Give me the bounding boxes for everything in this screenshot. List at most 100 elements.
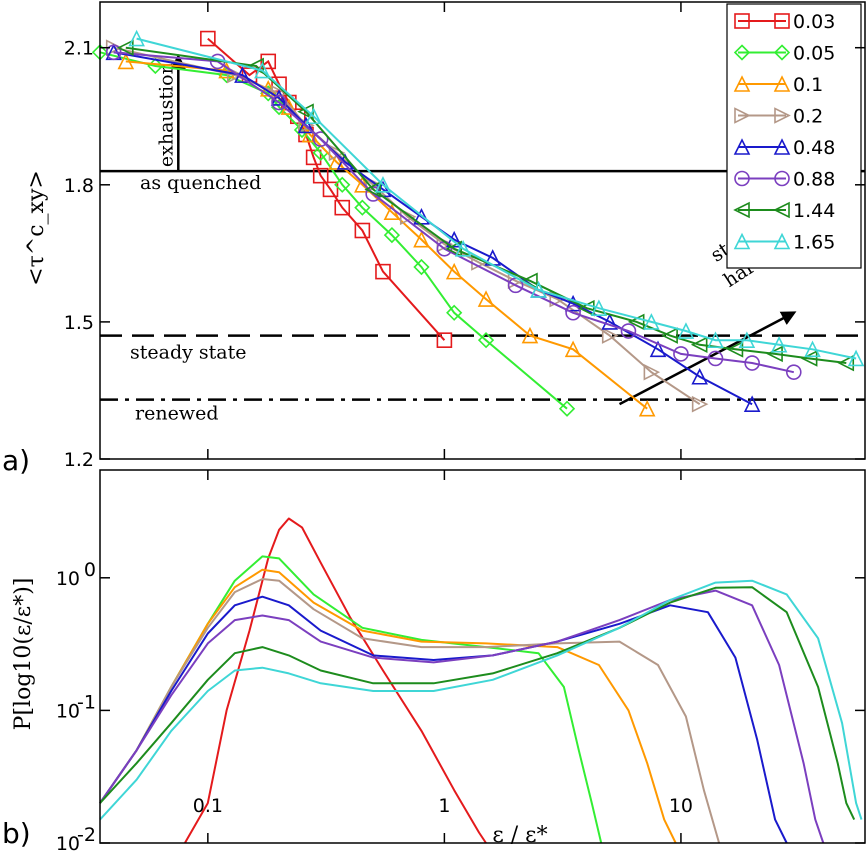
data-point [383, 226, 401, 244]
distribution-1.44 [99, 586, 856, 821]
data-point [413, 258, 430, 276]
data-point [375, 263, 391, 280]
series-0.88 [105, 44, 802, 380]
data-point [328, 153, 345, 170]
data-point [305, 149, 322, 166]
y-tick-label: 1.5 [64, 312, 94, 334]
data-point [774, 13, 790, 29]
data-point [298, 117, 315, 134]
data-point [774, 107, 791, 124]
panel-a-label: a) [2, 444, 30, 477]
panel-a: as quenched steady state renewed exhaustio… [64, 1, 866, 471]
data-point [726, 341, 744, 358]
distribution-1.65 [99, 579, 863, 821]
data-point [733, 201, 750, 219]
data-point [770, 335, 788, 353]
data-point [690, 336, 708, 354]
y-tick-label: 10 [56, 833, 80, 855]
data-point [691, 395, 709, 413]
legend-label: 0.03 [793, 11, 835, 33]
data-point [661, 327, 678, 344]
data-point [413, 230, 430, 248]
series-1.44 [117, 39, 855, 372]
y-tick-exponent: -2 [77, 824, 96, 846]
data-point [601, 313, 619, 330]
data-point [601, 327, 619, 344]
data-point [271, 94, 287, 111]
data-point [297, 116, 315, 134]
data-point [374, 176, 392, 193]
data-point [590, 299, 608, 316]
data-point [117, 39, 134, 56]
data-point [354, 222, 371, 239]
data-point [773, 75, 791, 92]
data-point [558, 400, 576, 417]
x-tick-label: 10 [669, 795, 693, 817]
data-point [334, 176, 351, 193]
panel-a-frame [99, 1, 866, 460]
y-tick-label: 10 [56, 568, 80, 590]
data-point [643, 363, 661, 381]
y-tick-label: 10 [56, 700, 80, 722]
data-point [766, 345, 783, 363]
x-tick-label: 1 [438, 795, 450, 817]
legend-label: 0.2 [793, 106, 823, 128]
data-point [677, 322, 695, 339]
legend-label: 0.88 [793, 169, 835, 191]
data-point [565, 304, 581, 321]
data-point [260, 53, 277, 70]
data-point [270, 89, 288, 106]
data-point [305, 107, 322, 125]
y-tick-label: 1.2 [64, 449, 94, 471]
data-point [804, 340, 821, 358]
data-point [773, 44, 791, 61]
distribution-0.2 [99, 578, 721, 844]
y-axis-label-top: <τ^c_xy> [24, 170, 49, 286]
reference-label: steady state [130, 342, 247, 364]
data-point [837, 354, 855, 372]
y-tick-exponent: 0 [84, 559, 96, 581]
data-point [477, 290, 495, 307]
data-point [454, 239, 472, 257]
data-point [477, 332, 495, 349]
series-line [113, 51, 753, 406]
data-point [200, 30, 216, 47]
data-point [227, 66, 244, 84]
data-point [734, 13, 750, 29]
data-point [445, 240, 462, 258]
legend-label: 0.05 [793, 43, 835, 65]
series-line [136, 37, 857, 360]
data-point [521, 326, 539, 344]
distribution-0.48 [99, 595, 788, 844]
data-point [564, 340, 582, 358]
exhaustion-label: exhaustion [155, 62, 177, 167]
data-point [733, 138, 751, 155]
reference-label: renewed [135, 403, 218, 425]
data-point [673, 346, 689, 362]
hardening-arrow [618, 311, 797, 406]
data-point [707, 331, 724, 348]
data-point [301, 125, 319, 143]
data-point [744, 355, 760, 371]
data-point [312, 167, 329, 184]
data-point [436, 332, 453, 348]
data-point [773, 138, 791, 155]
data-point [446, 304, 463, 321]
reference-label: as quenched [140, 172, 261, 194]
data-point [733, 75, 751, 92]
data-point [733, 44, 751, 61]
data-point [774, 170, 790, 187]
distribution-0.1 [99, 568, 677, 844]
data-point [691, 367, 708, 385]
data-point [334, 199, 351, 216]
data-point [773, 201, 790, 219]
distribution-0.03 [184, 517, 487, 844]
data-point [312, 131, 329, 147]
data-point [733, 232, 751, 250]
data-point [773, 232, 791, 250]
data-point [800, 350, 818, 367]
legend: 0.03 0.05 0.1 0.2 0.48 0.88 1.44 1.65 [726, 3, 862, 269]
legend-label: 0.48 [793, 137, 835, 159]
data-point [734, 170, 750, 187]
